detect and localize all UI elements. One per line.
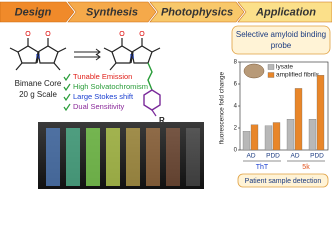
feature: High Solvatochromism — [73, 82, 148, 91]
feature: Tunable Emission — [73, 72, 132, 81]
y-tick-label: 0 — [234, 148, 238, 154]
bar — [272, 122, 281, 151]
x-tick-label: PDD — [266, 153, 280, 160]
styryl-structure: O O N — [103, 31, 161, 117]
feature: Large Stokes shift — [73, 92, 134, 101]
y-tick-label: 2 — [234, 126, 238, 132]
feature: Dual Sensitivity — [73, 102, 125, 111]
bar — [250, 124, 259, 151]
y-axis-label: fluorescence fold change — [219, 71, 226, 144]
svg-text:O: O — [45, 31, 51, 38]
svg-text:O: O — [119, 31, 125, 38]
feature-list — [63, 73, 71, 112]
x-tick-label: AD — [246, 153, 255, 160]
step-label: Synthesis — [86, 6, 138, 18]
core-label: Bimane Core — [15, 79, 62, 88]
step-label: Application — [255, 6, 316, 18]
substituent-label: R — [159, 116, 165, 125]
legend-swatch — [267, 72, 275, 78]
step-arrow — [237, 1, 332, 23]
chart-title: Selective amyloid binding probe — [235, 30, 327, 50]
footer-box — [237, 173, 329, 188]
bar — [308, 119, 317, 151]
title-wrap: Selective amyloid binding probe — [235, 30, 327, 50]
bar — [242, 131, 251, 151]
bar — [316, 75, 325, 151]
bar — [264, 125, 273, 151]
bar — [286, 119, 295, 151]
tissue-image — [243, 63, 265, 79]
step-arrow — [0, 1, 75, 23]
bimane-structure: O O N — [9, 31, 67, 71]
step-label: Photophysics — [161, 6, 233, 18]
legend-swatch — [267, 64, 275, 70]
group-label: 5k — [302, 164, 310, 171]
svg-text:N: N — [130, 55, 134, 61]
y-tick-label: 6 — [234, 82, 238, 88]
legend-label: lysate — [276, 64, 293, 71]
step-arrow — [67, 1, 157, 23]
svg-text:O: O — [139, 31, 145, 38]
vial-photo — [38, 122, 204, 189]
y-tick-label: 8 — [234, 60, 238, 66]
reaction-arrows — [74, 48, 101, 61]
graphical-abstract: Design Synthesis Photophysics Applicatio… — [0, 1, 332, 189]
group-label: ThT — [256, 164, 269, 171]
x-tick-label: AD — [290, 153, 299, 160]
x-tick-label: PDD — [310, 153, 324, 160]
step-label: Design — [15, 6, 52, 18]
footer-label: Patient sample detection — [245, 178, 322, 185]
y-tick-label: 4 — [234, 104, 238, 110]
step-arrow — [149, 1, 245, 23]
legend-label: amplified fibrils — [276, 72, 320, 79]
scale-label: 20 g Scale — [19, 90, 57, 99]
svg-text:N: N — [36, 55, 40, 61]
bar — [294, 88, 303, 151]
svg-text:O: O — [25, 31, 31, 38]
title-box — [231, 25, 331, 55]
